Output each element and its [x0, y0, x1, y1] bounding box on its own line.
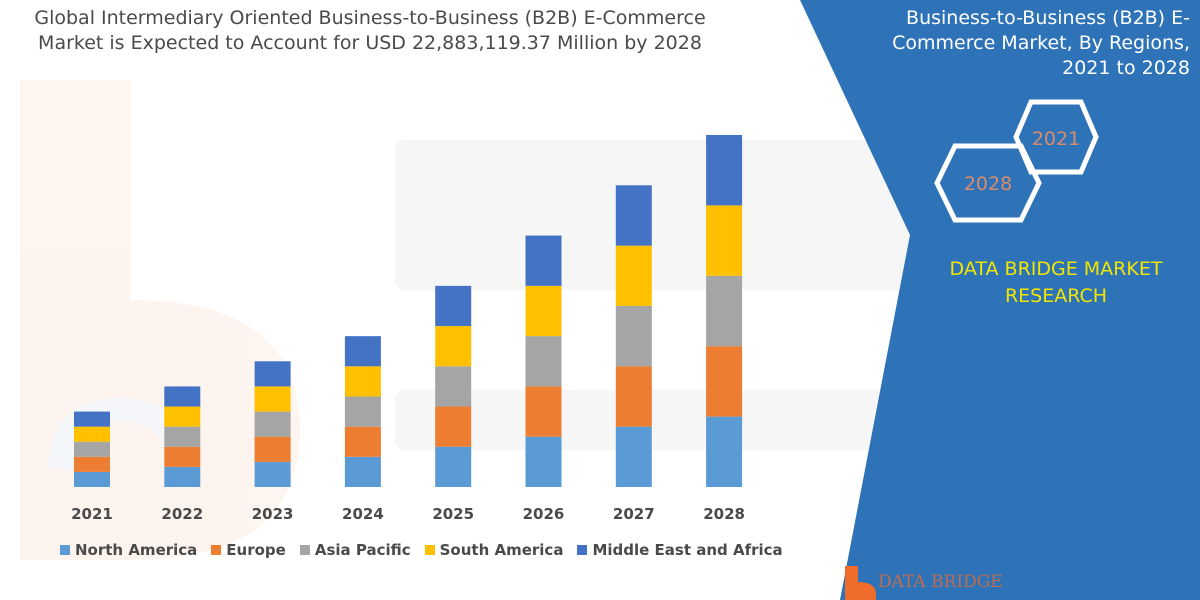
bar-segment-2028-asia-pacific — [706, 275, 743, 347]
panel-title-line: 2021 to 2028 — [1062, 57, 1190, 79]
chart-title: Global Intermediary Oriented Business-to… — [34, 7, 706, 54]
bar-segment-2027-north-america — [615, 426, 652, 487]
hexagon-2028-shape — [934, 143, 1042, 223]
bar-segment-2021-middle-east-and-africa — [74, 411, 110, 427]
bar-segment-2022-asia-pacific — [164, 426, 201, 447]
bar-segment-2023-asia-pacific — [254, 411, 291, 437]
bars-group — [74, 135, 743, 487]
x-tick-label: 2024 — [342, 505, 384, 523]
legend-label: Europe — [226, 541, 286, 559]
bar-segment-2022-south-america — [164, 406, 201, 427]
legend-item: Europe — [211, 541, 286, 559]
legend-item: Asia Pacific — [299, 541, 411, 559]
legend-item: South America — [424, 541, 564, 559]
x-axis-ticks: 2021 2022 2023 2024 2025 2026 2027 2028 — [71, 505, 745, 523]
bar-segment-2024-asia-pacific — [344, 396, 381, 427]
panel-title-line: Commerce Market, By Regions, — [892, 32, 1190, 54]
legend-label: South America — [439, 541, 564, 559]
bar-segment-2028-south-america — [706, 205, 743, 276]
bar-segment-2027-asia-pacific — [615, 305, 652, 367]
x-tick-label: 2023 — [252, 505, 294, 523]
x-tick-label: 2022 — [161, 505, 203, 523]
bar-segment-2023-south-america — [254, 386, 291, 412]
bar-segment-2021-europe — [74, 456, 110, 472]
bar-segment-2025-north-america — [435, 446, 472, 487]
bar-segment-2025-middle-east-and-africa — [435, 285, 472, 327]
bar-segment-2027-south-america — [615, 245, 652, 306]
brand-line: RESEARCH — [1004, 285, 1108, 307]
blue-panel — [800, 0, 1200, 600]
bar-segment-2022-north-america — [164, 466, 201, 487]
bar-segment-2028-europe — [706, 346, 743, 417]
x-tick-label: 2027 — [613, 505, 655, 523]
legend-swatch — [299, 545, 310, 555]
bar-segment-2027-middle-east-and-africa — [615, 185, 652, 246]
legend-label: Asia Pacific — [314, 541, 411, 559]
x-tick-label: 2025 — [432, 505, 474, 523]
bar-segment-2021-asia-pacific — [74, 441, 110, 457]
panel-title: Business-to-Business (B2B) E- Commerce M… — [860, 6, 1190, 81]
bar-segment-2022-middle-east-and-africa — [164, 386, 201, 407]
bar-segment-2023-middle-east-and-africa — [254, 361, 291, 387]
x-tick-label: 2028 — [703, 505, 745, 523]
bar-segment-2021-north-america — [74, 471, 110, 487]
bar-segment-2028-middle-east-and-africa — [706, 135, 743, 206]
bar-segment-2021-south-america — [74, 426, 110, 442]
bar-segment-2026-asia-pacific — [525, 336, 562, 387]
bar-segment-2024-europe — [344, 426, 381, 457]
legend-swatch — [60, 545, 70, 555]
legend-swatch — [424, 545, 435, 555]
bar-segment-2027-europe — [615, 366, 652, 427]
brand-line: DATA BRIDGE MARKET — [949, 258, 1163, 280]
legend-swatch — [577, 545, 588, 555]
bar-segment-2024-south-america — [344, 366, 381, 397]
logo-icon — [845, 566, 876, 600]
hexagon-2021-shape — [1013, 99, 1099, 175]
legend-item: Middle East and Africa — [577, 541, 783, 559]
x-tick-label: 2026 — [523, 505, 565, 523]
bar-segment-2022-europe — [164, 446, 201, 467]
brand-name: DATA BRIDGE MARKET RESEARCH — [926, 256, 1186, 310]
bar-segment-2023-north-america — [254, 461, 291, 487]
bar-segment-2026-south-america — [525, 285, 562, 337]
logo-text: DATA BRIDGE — [878, 572, 1003, 592]
bar-segment-2024-middle-east-and-africa — [344, 336, 381, 367]
panel-title-line: Business-to-Business (B2B) E- — [906, 7, 1190, 29]
legend-label: North America — [75, 541, 198, 559]
x-tick-label: 2021 — [71, 505, 113, 523]
bar-segment-2024-north-america — [344, 456, 381, 487]
legend-item: North America — [60, 541, 197, 559]
bar-segment-2028-north-america — [706, 416, 743, 487]
bar-segment-2025-south-america — [435, 326, 472, 367]
bar-segment-2025-europe — [435, 406, 472, 447]
bar-segment-2023-europe — [254, 436, 291, 462]
legend: North America Europe Asia Pacific South Ame… — [60, 541, 783, 559]
legend-label: Middle East and Africa — [592, 541, 783, 559]
legend-swatch — [211, 545, 222, 555]
bar-segment-2026-middle-east-and-africa — [525, 235, 562, 286]
bar-segment-2025-asia-pacific — [435, 366, 472, 407]
bar-segment-2026-north-america — [525, 436, 562, 487]
bar-segment-2026-europe — [525, 386, 562, 437]
